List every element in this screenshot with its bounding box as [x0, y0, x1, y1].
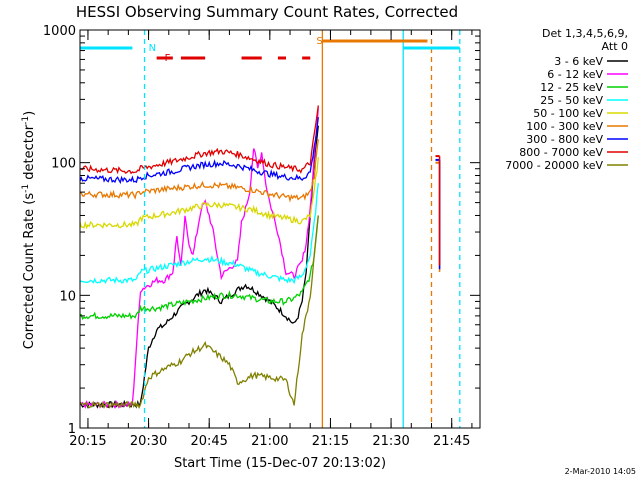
legend-label-800-7000-kev: 800 - 7000 keV: [519, 146, 603, 159]
flag-label-n: N: [149, 43, 156, 54]
flag-label-s: S: [316, 36, 322, 47]
y-axis-label-tail: detector: [22, 124, 37, 184]
y-axis-label-main: Corrected Count Rate (s: [22, 193, 37, 350]
y-tick-label-100: 100: [51, 157, 76, 172]
legend-label-300-800-kev: 300 - 800 keV: [526, 133, 603, 146]
series-line-7000-20000-kev: [79, 215, 319, 410]
x-tick-label-2045: 20:45: [190, 434, 227, 449]
x-tick-label-2015: 20:15: [69, 434, 106, 449]
flag-layer: NF S: [79, 30, 461, 428]
series-line-12-25-kev: [79, 215, 319, 321]
legend-label-25-50-kev: 25 - 50 keV: [540, 94, 603, 107]
y-axis-label: Corrected Count Rate (s-1 detector-1): [21, 111, 37, 349]
x-tick-label-2115: 21:15: [312, 434, 349, 449]
plot-frame: [79, 29, 481, 429]
y-tick-label-1000: 1000: [43, 24, 76, 39]
flag-label-f: F: [165, 53, 171, 64]
axis-layer: 1 10 100 1000 20:15 20:30 20:45 21:00 21:15 21:30…: [43, 24, 481, 449]
x-tick-label-2100: 21:00: [251, 434, 288, 449]
legend-label-50-100-kev: 50 - 100 keV: [533, 107, 603, 120]
legend-label-100-300-kev: 100 - 300 keV: [526, 120, 603, 133]
y-tick-label-10: 10: [59, 289, 76, 304]
chart-title: HESSI Observing Summary Count Rates, Cor…: [76, 3, 458, 21]
x-tick-label-2030: 20:30: [130, 434, 167, 449]
y-tick-label-1: 1: [68, 422, 76, 437]
x-axis-label: Start Time (15-Dec-07 20:13:02): [174, 456, 386, 471]
legend-label-6-12-kev: 6 - 12 keV: [547, 68, 603, 81]
legend-label-7000-20000-kev: 7000 - 20000 keV: [505, 159, 603, 172]
series-line-800-7000-kev: [79, 105, 319, 175]
footer-timestamp: 2-Mar-2010 14:05: [565, 467, 636, 476]
legend-label-12-25-kev: 12 - 25 keV: [540, 81, 603, 94]
series-line-3-6-kev: [79, 125, 319, 409]
series-line-25-50-kev: [79, 183, 319, 285]
legend-header-line-1: Det 1,3,4,5,6,9,: [542, 27, 628, 40]
series-line-100-300-kev: [79, 139, 319, 203]
y-axis-label-exp: -1: [21, 184, 31, 193]
legend-header-line-2: Att 0: [602, 40, 628, 53]
legend-label-3-6-kev: 3 - 6 keV: [554, 55, 603, 68]
series-line-50-100-kev: [79, 157, 319, 230]
x-tick-label-2130: 21:30: [372, 434, 409, 449]
series-line-300-800-kev: [79, 117, 319, 185]
y-axis-label-tail-exp: -1: [21, 116, 31, 125]
x-tick-label-2145: 21:45: [433, 434, 470, 449]
series-layer: [79, 105, 441, 410]
y-axis-label-close: ): [22, 111, 37, 116]
